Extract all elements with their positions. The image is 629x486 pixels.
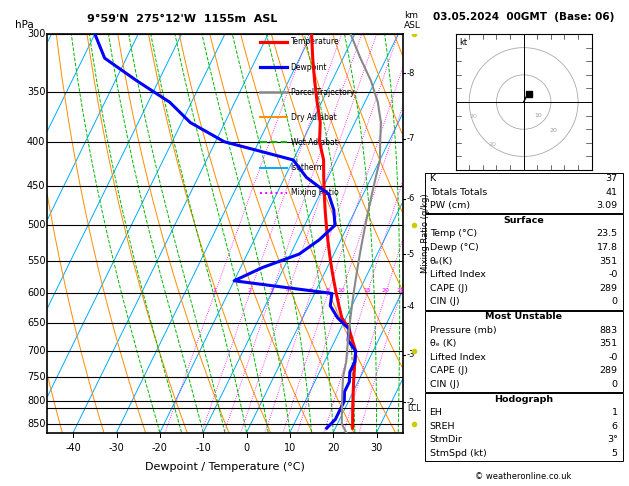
Text: -6: -6 xyxy=(407,194,415,203)
Text: 350: 350 xyxy=(27,87,45,97)
Text: -0: -0 xyxy=(608,270,618,279)
Text: θₑ(K): θₑ(K) xyxy=(430,257,453,266)
Text: 30: 30 xyxy=(370,442,382,452)
Text: 450: 450 xyxy=(27,181,45,191)
Text: 03.05.2024  00GMT  (Base: 06): 03.05.2024 00GMT (Base: 06) xyxy=(433,12,615,22)
Text: StmSpd (kt): StmSpd (kt) xyxy=(430,449,486,458)
Text: -7: -7 xyxy=(407,135,415,143)
Text: Pressure (mb): Pressure (mb) xyxy=(430,326,496,335)
Text: 400: 400 xyxy=(27,137,45,147)
Text: -20: -20 xyxy=(152,442,168,452)
Text: km
ASL: km ASL xyxy=(404,11,421,30)
Text: 25: 25 xyxy=(397,289,404,294)
Text: PW (cm): PW (cm) xyxy=(430,201,470,210)
Text: 1: 1 xyxy=(213,289,216,294)
Text: 10: 10 xyxy=(535,113,542,118)
Text: 750: 750 xyxy=(27,372,45,382)
Text: CAPE (J): CAPE (J) xyxy=(430,284,467,293)
Text: 23.5: 23.5 xyxy=(596,229,618,239)
Text: 15: 15 xyxy=(364,289,371,294)
Text: 0: 0 xyxy=(611,297,618,307)
Text: 20: 20 xyxy=(327,442,340,452)
Text: θₑ (K): θₑ (K) xyxy=(430,339,456,348)
Text: 800: 800 xyxy=(27,396,45,406)
Text: Parcel Trajectory: Parcel Trajectory xyxy=(291,87,354,97)
Text: 17.8: 17.8 xyxy=(597,243,618,252)
Text: 3.09: 3.09 xyxy=(596,201,618,210)
Text: Most Unstable: Most Unstable xyxy=(485,312,562,321)
Text: -40: -40 xyxy=(65,442,81,452)
Text: Wet Adiabat: Wet Adiabat xyxy=(291,138,338,147)
Text: Temp (°C): Temp (°C) xyxy=(430,229,477,239)
Text: 20: 20 xyxy=(382,289,390,294)
Text: 4: 4 xyxy=(286,289,289,294)
Text: K: K xyxy=(430,174,436,183)
Text: 37: 37 xyxy=(606,174,618,183)
Text: 351: 351 xyxy=(599,257,618,266)
Text: 700: 700 xyxy=(27,346,45,356)
Text: 20: 20 xyxy=(550,128,557,133)
Text: Surface: Surface xyxy=(503,216,544,225)
Text: Mixing Ratio (g/kg): Mixing Ratio (g/kg) xyxy=(421,193,430,273)
Text: -30: -30 xyxy=(109,442,125,452)
Text: 0: 0 xyxy=(611,380,618,389)
Text: 600: 600 xyxy=(27,289,45,298)
Text: Dewpoint: Dewpoint xyxy=(291,63,327,71)
Text: 289: 289 xyxy=(599,284,618,293)
Text: Lifted Index: Lifted Index xyxy=(430,270,486,279)
Text: -3: -3 xyxy=(407,350,415,359)
Text: SREH: SREH xyxy=(430,422,455,431)
Text: Lifted Index: Lifted Index xyxy=(430,353,486,362)
Text: 3°: 3° xyxy=(607,435,618,445)
Text: -2: -2 xyxy=(407,398,415,407)
Text: 289: 289 xyxy=(599,366,618,376)
Text: CAPE (J): CAPE (J) xyxy=(430,366,467,376)
Text: 351: 351 xyxy=(599,339,618,348)
Text: 650: 650 xyxy=(27,318,45,329)
Text: Dry Adiabat: Dry Adiabat xyxy=(291,113,337,122)
Text: Totals Totals: Totals Totals xyxy=(430,188,487,197)
Text: StmDir: StmDir xyxy=(430,435,462,445)
Text: 3: 3 xyxy=(269,289,274,294)
Text: 20: 20 xyxy=(469,114,477,120)
Text: Dewp (°C): Dewp (°C) xyxy=(430,243,479,252)
Text: -4: -4 xyxy=(407,302,415,312)
Text: -5: -5 xyxy=(407,249,415,259)
Text: 0: 0 xyxy=(243,442,250,452)
Text: 9°59'N  275°12'W  1155m  ASL: 9°59'N 275°12'W 1155m ASL xyxy=(87,14,277,24)
Text: 20: 20 xyxy=(488,141,496,147)
Text: -0: -0 xyxy=(608,353,618,362)
Text: 850: 850 xyxy=(27,419,45,429)
Text: © weatheronline.co.uk: © weatheronline.co.uk xyxy=(476,472,572,481)
Text: kt: kt xyxy=(460,38,468,47)
Text: 1: 1 xyxy=(611,408,618,417)
Text: 8: 8 xyxy=(326,289,330,294)
Text: CIN (J): CIN (J) xyxy=(430,380,459,389)
Text: 500: 500 xyxy=(27,220,45,230)
Text: 5: 5 xyxy=(611,449,618,458)
Text: LCL: LCL xyxy=(407,403,421,413)
Text: 883: 883 xyxy=(599,326,618,335)
Text: 41: 41 xyxy=(606,188,618,197)
Text: 10: 10 xyxy=(284,442,296,452)
Text: 6: 6 xyxy=(611,422,618,431)
Text: 300: 300 xyxy=(27,29,45,39)
Text: 10: 10 xyxy=(338,289,345,294)
Text: 2: 2 xyxy=(248,289,252,294)
Text: Dewpoint / Temperature (°C): Dewpoint / Temperature (°C) xyxy=(145,463,305,472)
Text: 6: 6 xyxy=(309,289,313,294)
Text: Isotherm: Isotherm xyxy=(291,163,325,172)
Text: EH: EH xyxy=(430,408,442,417)
Text: Hodograph: Hodograph xyxy=(494,395,553,404)
Text: -8: -8 xyxy=(407,69,415,78)
Text: Mixing Ratio: Mixing Ratio xyxy=(291,188,338,197)
Text: -10: -10 xyxy=(196,442,211,452)
Text: hPa: hPa xyxy=(14,20,33,30)
Text: Temperature: Temperature xyxy=(291,37,339,47)
Text: 550: 550 xyxy=(27,256,45,266)
Text: CIN (J): CIN (J) xyxy=(430,297,459,307)
